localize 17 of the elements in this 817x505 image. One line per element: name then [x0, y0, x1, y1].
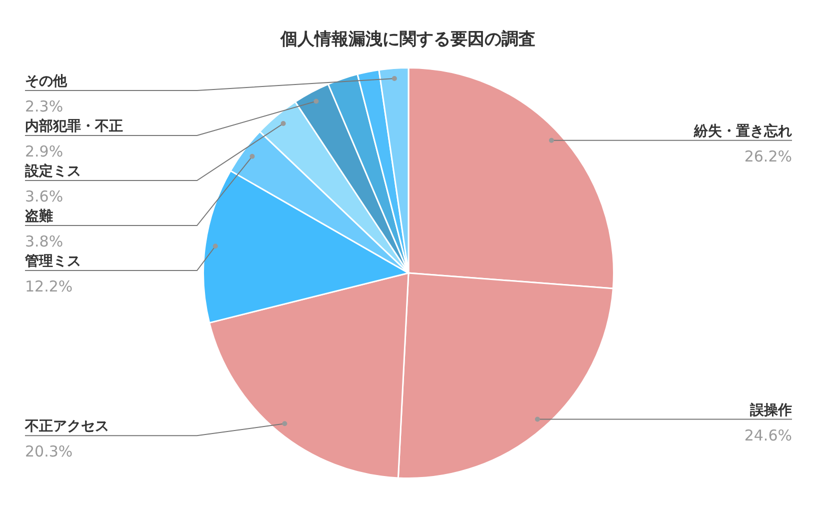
slice-label: その他: [25, 74, 68, 90]
data-label: 2.3%: [25, 98, 64, 116]
data-label: 26.2%: [744, 147, 792, 166]
slice-label: 紛失・置き忘れ: [693, 122, 792, 140]
slice-label: 設定ミス: [24, 162, 81, 180]
slice-label: 盗難: [25, 208, 53, 225]
data-label: 12.2%: [25, 278, 73, 296]
data-label: 20.3%: [25, 442, 73, 461]
data-label: 24.6%: [744, 426, 792, 444]
slice-label: 不正アクセス: [24, 418, 109, 435]
slice-label: 管理ミス: [24, 254, 81, 270]
data-label: 3.8%: [25, 232, 64, 251]
slice-label: 誤操作: [749, 401, 792, 418]
data-label: 2.9%: [25, 142, 64, 161]
data-label: 3.6%: [25, 188, 64, 206]
chart-title: 個人情報漏洩に関する要因の調査: [280, 29, 536, 50]
slice-label: 内部犯罪・不正: [25, 118, 123, 135]
